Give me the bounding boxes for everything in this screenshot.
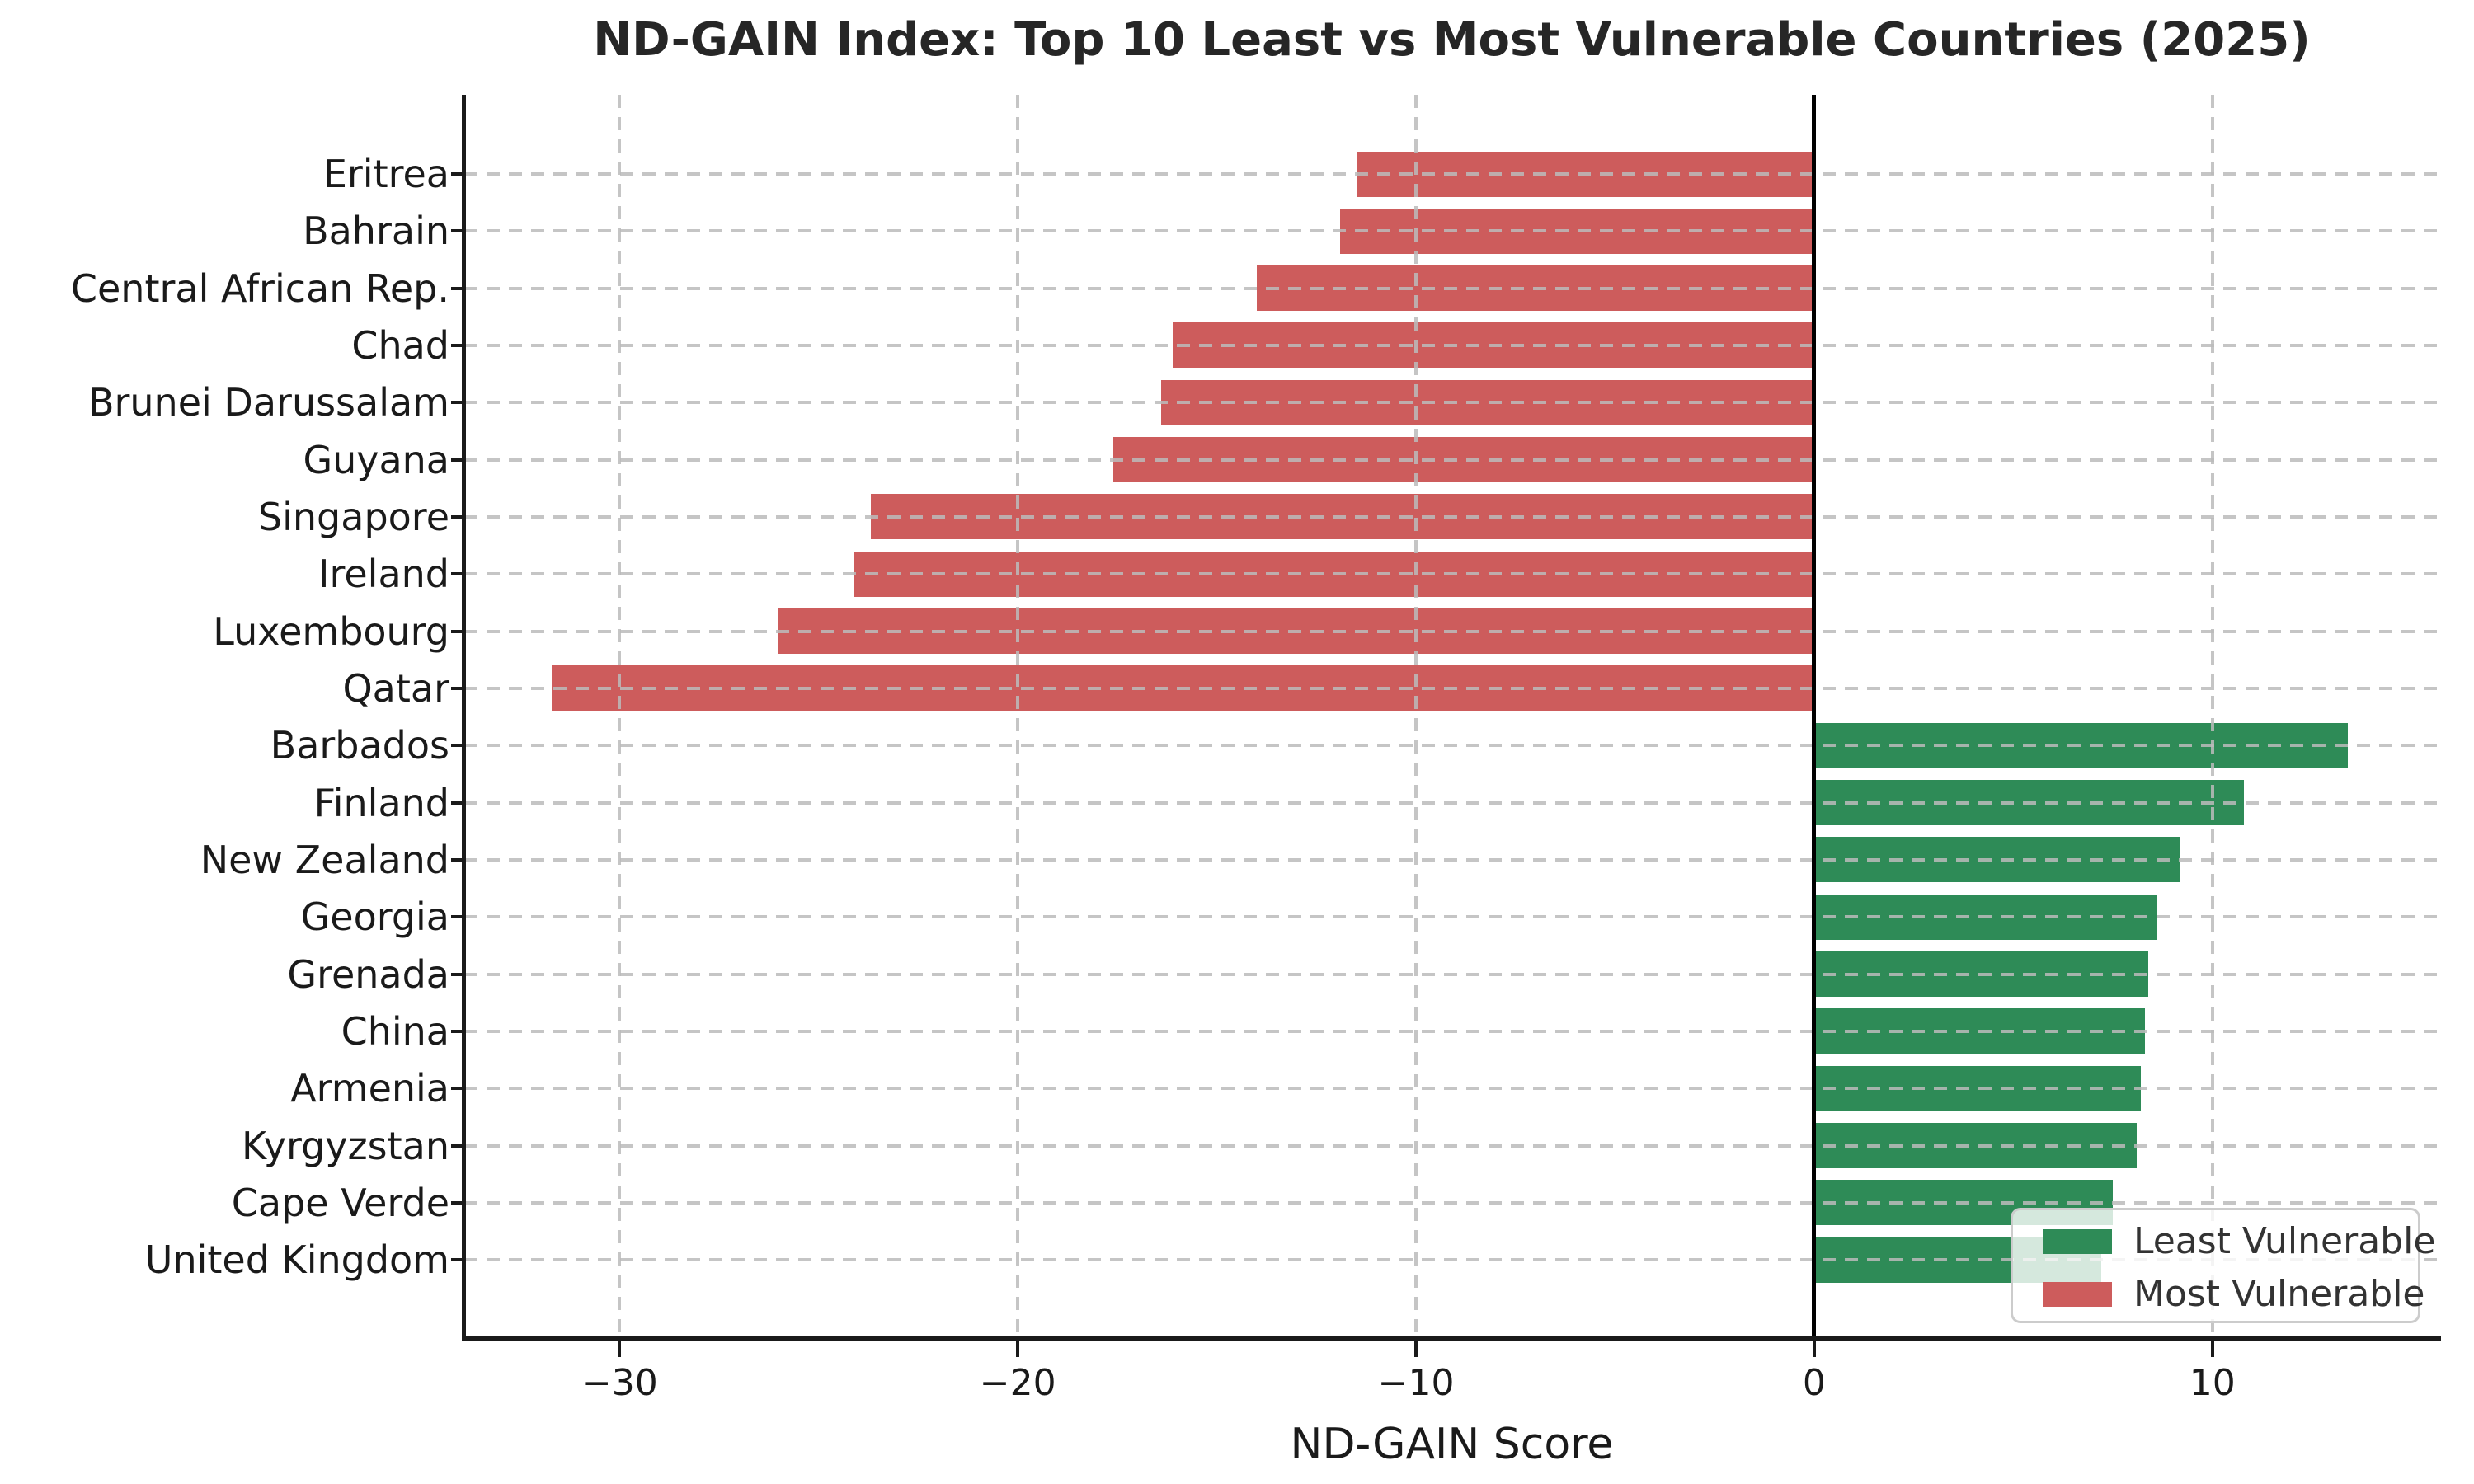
y-tick-label: Chad: [351, 322, 449, 368]
zero-axis-line: [1812, 95, 1817, 1338]
h-gridline: [464, 857, 2439, 862]
y-tick-label: China: [341, 1008, 449, 1054]
x-tick-label: −30: [581, 1362, 658, 1404]
x-axis-label: ND-GAIN Score: [1290, 1420, 1614, 1469]
y-tick-label: Cape Verde: [231, 1180, 449, 1225]
y-tick-mark: [451, 343, 464, 347]
y-tick-mark: [451, 458, 464, 462]
h-gridline: [464, 686, 2439, 690]
h-gridline: [464, 915, 2439, 919]
x-tick-mark: [2210, 1341, 2214, 1357]
y-tick-mark: [451, 286, 464, 290]
y-tick-mark: [451, 857, 464, 862]
x-tick-label: −20: [979, 1362, 1056, 1404]
x-tick-label: −10: [1377, 1362, 1455, 1404]
y-tick-mark: [451, 229, 464, 233]
h-gridline: [464, 1258, 2439, 1262]
y-tick-label: United Kingdom: [144, 1237, 449, 1283]
legend-label-least-vulnerable: Least Vulnerable: [2133, 1220, 2436, 1262]
h-gridline: [464, 801, 2439, 805]
y-tick-mark: [451, 629, 464, 633]
h-gridline: [464, 514, 2439, 519]
y-tick-label: Barbados: [270, 723, 449, 768]
h-gridline: [464, 229, 2439, 233]
h-gridline: [464, 972, 2439, 976]
y-tick-mark: [451, 1200, 464, 1205]
y-tick-mark: [451, 1144, 464, 1148]
x-tick-mark: [1016, 1341, 1020, 1357]
h-gridline: [464, 1200, 2439, 1205]
v-gridline: [1016, 95, 1020, 1338]
y-tick-mark: [451, 744, 464, 748]
h-gridline: [464, 343, 2439, 347]
x-tick-label: 10: [2189, 1362, 2236, 1404]
h-gridline: [464, 744, 2439, 748]
h-gridline: [464, 458, 2439, 462]
y-tick-label: Armenia: [290, 1066, 449, 1111]
legend-row-most-vulnerable: Most Vulnerable: [2013, 1268, 2425, 1321]
y-tick-label: Guyana: [303, 437, 449, 482]
y-tick-mark: [451, 572, 464, 576]
y-tick-label: Central African Rep.: [70, 265, 449, 311]
y-tick-mark: [451, 172, 464, 176]
y-tick-mark: [451, 915, 464, 919]
y-tick-label: New Zealand: [200, 837, 449, 882]
legend: Least Vulnerable Most Vulnerable: [2011, 1208, 2435, 1323]
h-gridline: [464, 1029, 2439, 1033]
h-gridline: [464, 572, 2439, 576]
v-gridline: [2210, 95, 2214, 1338]
y-tick-label: Singapore: [257, 494, 449, 539]
h-gridline: [464, 286, 2439, 290]
x-tick-mark: [1812, 1341, 1816, 1357]
h-gridline: [464, 1144, 2439, 1148]
plot-area: [464, 95, 2439, 1338]
legend-label-most-vulnerable: Most Vulnerable: [2133, 1273, 2425, 1315]
y-tick-mark: [451, 972, 464, 976]
h-gridline: [464, 401, 2439, 405]
y-tick-label: Qatar: [342, 665, 449, 711]
y-tick-mark: [451, 801, 464, 805]
y-tick-label: Grenada: [287, 951, 449, 997]
y-tick-label: Georgia: [300, 895, 449, 940]
y-tick-label: Finland: [313, 780, 449, 825]
y-tick-mark: [451, 1087, 464, 1091]
v-gridline: [1414, 95, 1418, 1338]
h-gridline: [464, 172, 2439, 176]
y-tick-label: Bahrain: [303, 209, 449, 254]
legend-swatch-least-vulnerable: [2043, 1229, 2112, 1254]
y-tick-label: Ireland: [317, 552, 449, 597]
y-tick-label: Brunei Darussalam: [87, 380, 449, 425]
legend-row-least-vulnerable: Least Vulnerable: [2013, 1215, 2435, 1268]
y-tick-mark: [451, 401, 464, 405]
y-tick-label: Kyrgyzstan: [241, 1123, 449, 1168]
y-tick-label: Luxembourg: [213, 608, 449, 654]
y-tick-mark: [451, 514, 464, 519]
h-gridline: [464, 1087, 2439, 1091]
y-axis-spine: [462, 95, 466, 1341]
x-axis-spine: [462, 1336, 2441, 1341]
chart-title: ND-GAIN Index: Top 10 Least vs Most Vuln…: [593, 13, 2311, 67]
x-tick-label: 0: [1802, 1362, 1826, 1404]
x-tick-mark: [618, 1341, 622, 1357]
y-tick-mark: [451, 1258, 464, 1262]
y-tick-mark: [451, 686, 464, 690]
y-tick-mark: [451, 1029, 464, 1033]
y-tick-label: Eritrea: [322, 152, 449, 196]
legend-swatch-most-vulnerable: [2043, 1282, 2112, 1307]
x-tick-mark: [1414, 1341, 1418, 1357]
v-gridline: [618, 95, 622, 1338]
h-gridline: [464, 629, 2439, 633]
